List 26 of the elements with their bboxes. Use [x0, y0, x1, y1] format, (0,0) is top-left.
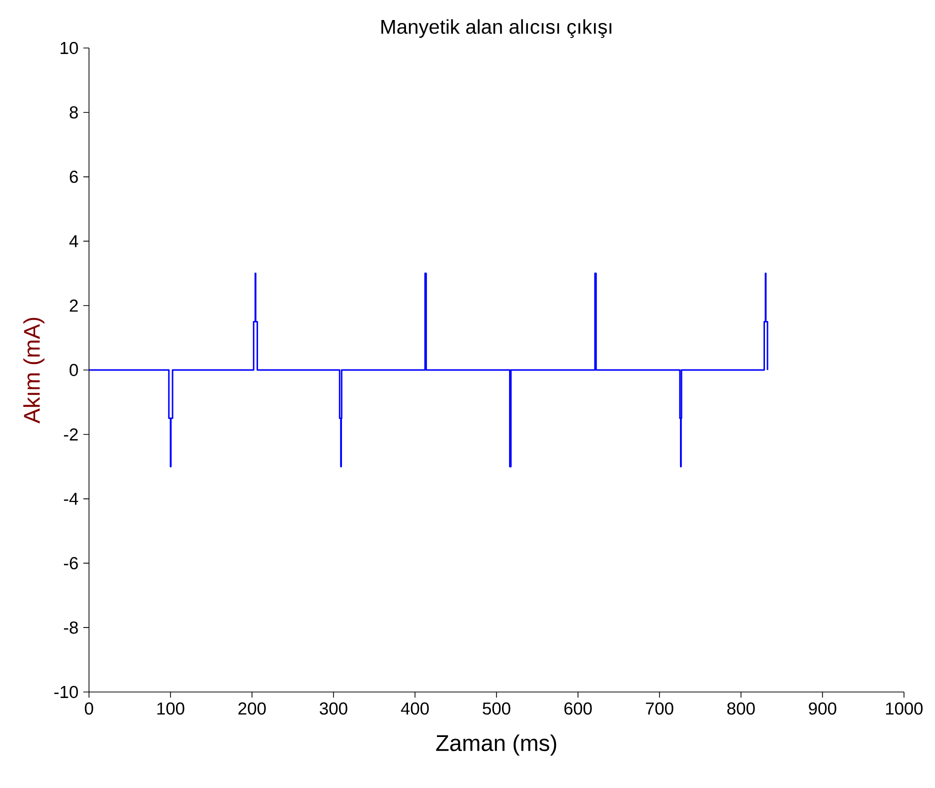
x-tick-label: 800 — [727, 702, 755, 715]
line-series — [89, 272, 768, 468]
x-tick-label: 500 — [482, 702, 510, 715]
y-tick-label: -6 — [64, 557, 78, 570]
y-tick-label: -4 — [64, 492, 78, 505]
y-tick-label: 4 — [69, 235, 78, 248]
y-tick-label: -8 — [64, 621, 78, 634]
x-tick-label: 0 — [84, 702, 94, 715]
y-tick-label: 6 — [70, 170, 78, 183]
y-tick-label: -10 — [54, 686, 78, 698]
x-tick-label: 1000 — [886, 702, 923, 715]
x-tick-label: 700 — [646, 702, 674, 715]
y-tick-label: 0 — [70, 364, 78, 376]
y-tick-label: 10 — [60, 42, 78, 54]
chart-title: Manyetik alan alıcısı çıkışı — [381, 19, 612, 38]
y-tick-label: 2 — [70, 300, 78, 312]
x-tick-label: 900 — [808, 702, 836, 715]
y-axis-title: Akım (mA) — [23, 318, 44, 424]
x-tick-label: 200 — [238, 702, 266, 715]
x-axis-title: Zaman (ms) — [436, 734, 556, 756]
x-tick-label: 300 — [320, 702, 348, 715]
x-tick-label: 600 — [564, 702, 592, 715]
x-tick-label: 400 — [400, 702, 429, 715]
y-tick-label: 8 — [70, 106, 78, 119]
y-tick-label: -2 — [64, 428, 78, 440]
x-tick-label: 100 — [157, 702, 184, 715]
